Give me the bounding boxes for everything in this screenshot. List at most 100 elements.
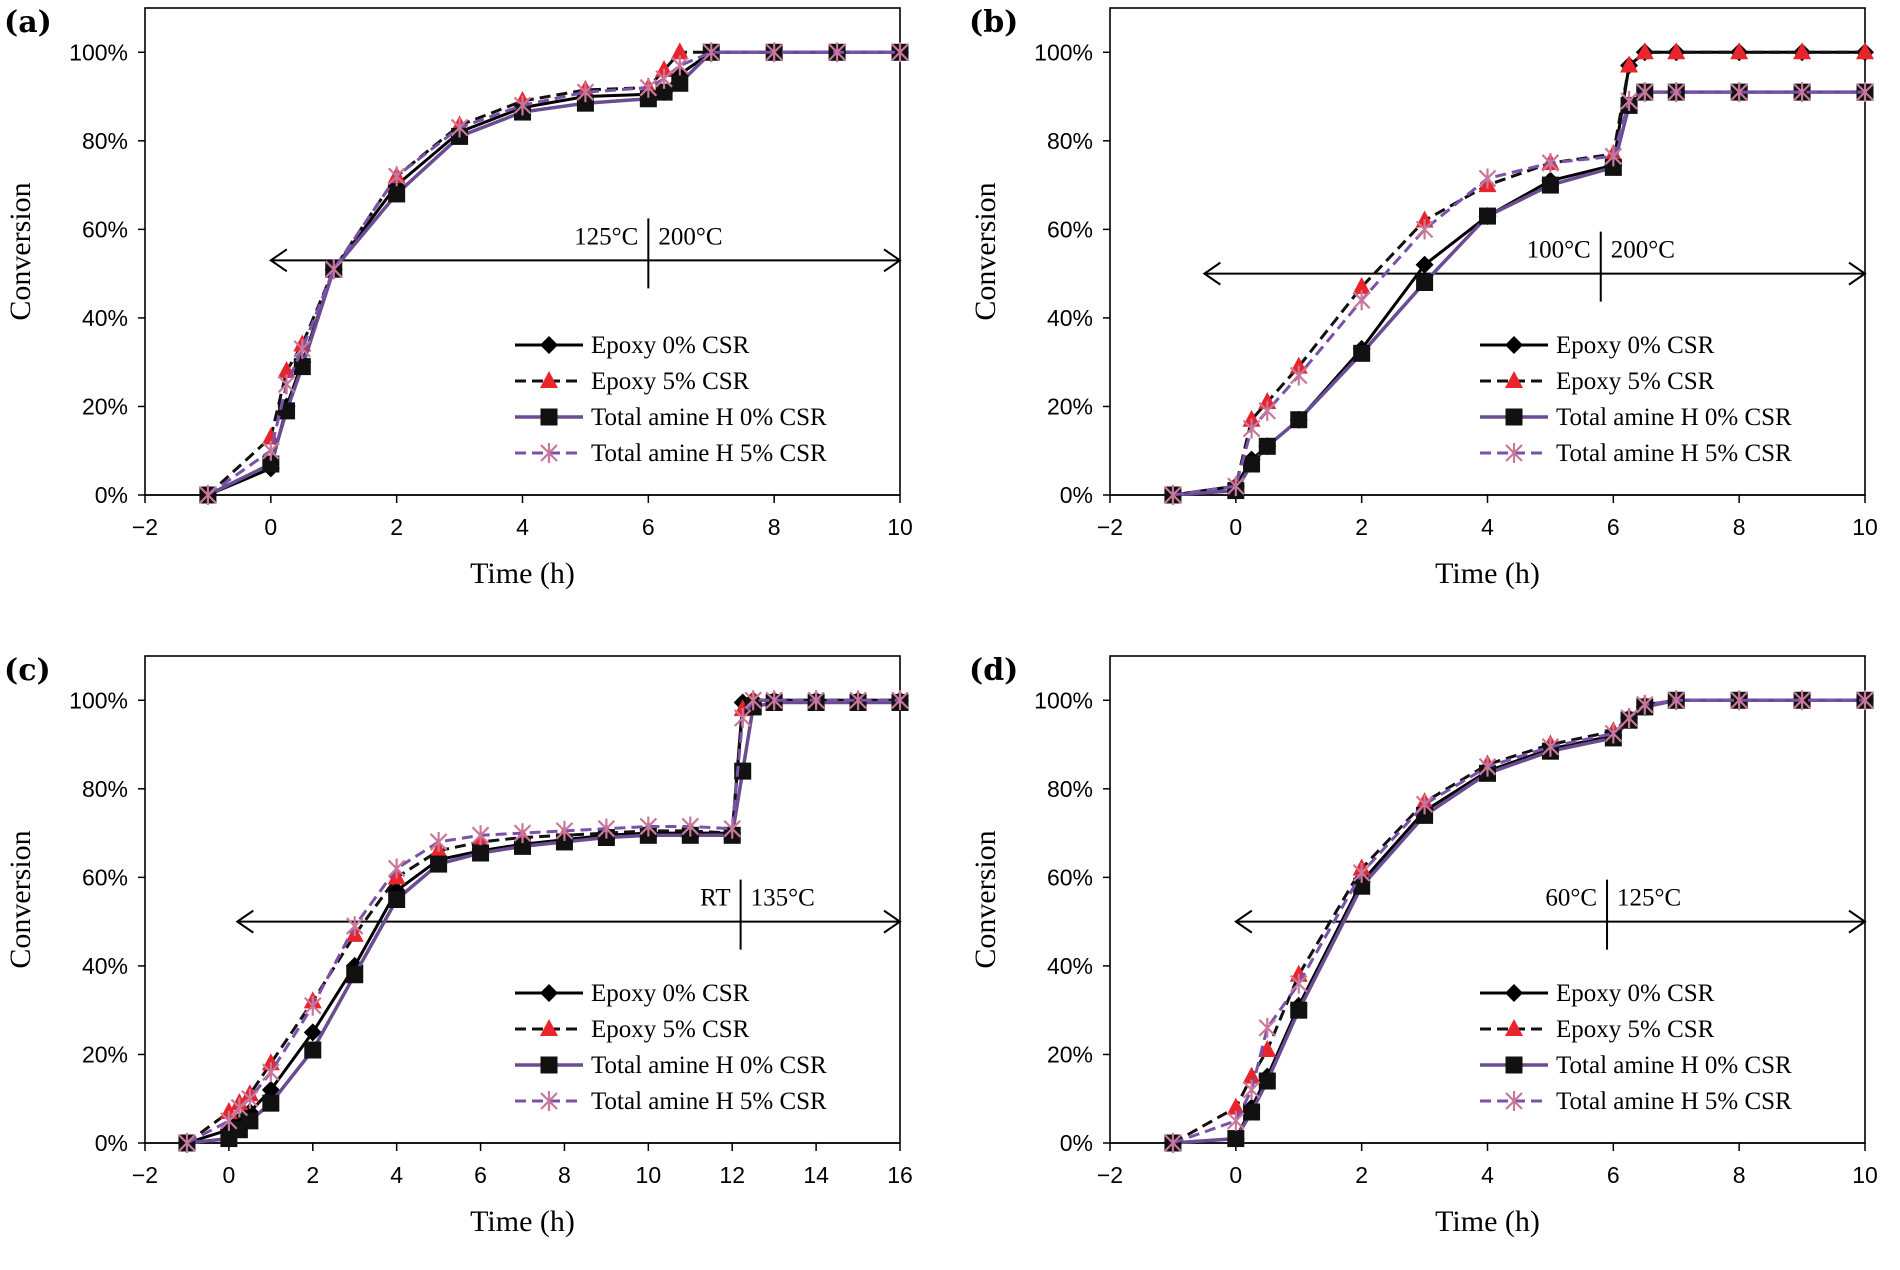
y-tick-label: 40%: [1047, 305, 1093, 331]
data-point: [1415, 794, 1434, 815]
x-tick-label: 8: [558, 1162, 571, 1188]
legend-item: Epoxy 0% CSR: [515, 980, 750, 1007]
data-point: [1290, 1001, 1308, 1019]
series-line: [186, 700, 900, 1145]
data-point: [387, 858, 406, 879]
x-tick-label: 6: [474, 1162, 487, 1188]
data-point: [807, 690, 825, 711]
x-tick-label: 2: [1355, 1162, 1368, 1188]
x-tick-label: 0: [264, 514, 277, 540]
x-tick-label: 10: [1852, 1162, 1878, 1188]
data-point: [1290, 411, 1308, 429]
chart-panel-c: −2 0 2 4 6 8 10 12 14 16 0% 20% 40% 60% 80% 100% Time (h…: [0, 648, 950, 1270]
y-tick-label: 80%: [82, 128, 128, 154]
region-label-postcure: 200°C: [1611, 237, 1675, 264]
data-point: [304, 995, 322, 1016]
data-point: [1242, 409, 1261, 427]
data-point: [733, 707, 752, 728]
data-point: [1353, 877, 1371, 895]
data-point: [199, 485, 217, 505]
data-point: [1636, 694, 1654, 715]
legend-label: Total amine H 5% CSR: [1556, 1088, 1792, 1115]
y-tick-label: 80%: [1047, 776, 1093, 802]
series-line: [1172, 698, 1865, 1145]
series-line: [1172, 90, 1865, 497]
chart-svg: −2 0 2 4 6 8 100%20%40%60%80%100%Time (h)Conve…: [4, 5, 913, 590]
data-point: [1793, 42, 1812, 60]
legend-marker: [1505, 443, 1523, 463]
chart-panel-b: −2 0 2 4 6 8 10 0% 20% 40% 60% 80% 100% Time (h) Conve…: [965, 0, 1900, 622]
data-point: [277, 374, 296, 395]
figure: −2 0 2 4 6 8 10 0% 20% 40% 60% 80% 100% Time (h) Conve…: [4, 0, 1900, 1238]
data-point: [1541, 152, 1560, 173]
data-point: [262, 440, 280, 461]
data-point: [1352, 290, 1371, 311]
data-point: [891, 690, 909, 711]
data-point: [262, 455, 280, 473]
data-point: [1242, 418, 1261, 439]
series-epoxy5: [1163, 42, 1874, 502]
legend-marker: [1505, 1091, 1523, 1111]
x-tick-label: 8: [768, 514, 781, 540]
data-point: [555, 833, 573, 851]
data-point: [1730, 82, 1748, 103]
data-point: [639, 816, 658, 837]
data-point: [1604, 146, 1623, 167]
legend-label: Epoxy 5% CSR: [591, 1016, 750, 1043]
x-tick-label: 0: [1229, 1162, 1242, 1188]
data-point: [1620, 90, 1638, 111]
data-point: [1227, 1130, 1245, 1148]
x-tick-label: 14: [803, 1162, 829, 1188]
chart-svg: −2 0 2 4 6 8 10 12 14 16 0% 20% 40% 60% 80% 100% Time (h…: [4, 653, 913, 1238]
legend-label: Epoxy 5% CSR: [1556, 368, 1715, 395]
legend-marker: [540, 336, 558, 354]
data-point: [513, 823, 532, 844]
data-point: [597, 818, 616, 839]
y-tick-label: 20%: [82, 1041, 128, 1067]
y-tick-label: 0%: [95, 1130, 128, 1156]
data-point: [293, 338, 312, 359]
legend: Epoxy 0% CSR Epoxy 5% CSR Total amine H 0%…: [515, 980, 827, 1115]
legend-label: Epoxy 0% CSR: [591, 332, 750, 359]
data-point: [576, 94, 594, 112]
data-point: [655, 59, 674, 77]
legend-marker: [540, 1091, 558, 1111]
x-tick-label: 6: [1607, 1162, 1620, 1188]
data-point: [655, 68, 673, 89]
data-point: [1242, 1066, 1261, 1084]
y-tick-label: 40%: [82, 953, 128, 979]
panel-label: (c): [4, 653, 51, 688]
y-axis-title: Conversion: [4, 830, 37, 968]
series-line: [1172, 90, 1865, 497]
series-epoxy5: [198, 42, 909, 502]
legend-label: Total amine H 0% CSR: [591, 1052, 827, 1079]
y-tick-label: 20%: [1047, 393, 1093, 419]
legend-label: Epoxy 0% CSR: [1556, 980, 1715, 1007]
data-point: [1856, 82, 1874, 103]
data-point: [1289, 973, 1308, 994]
y-tick-label: 80%: [1047, 128, 1093, 154]
x-tick-label: −2: [1097, 514, 1123, 540]
x-axis-title: Time (h): [470, 1205, 575, 1238]
data-point: [681, 816, 700, 837]
data-point: [1479, 207, 1496, 225]
y-tick-label: 40%: [82, 305, 128, 331]
x-tick-label: 2: [390, 514, 403, 540]
data-point: [429, 831, 448, 852]
data-point: [1478, 756, 1497, 777]
legend-item: Total amine H 0% CSR: [1480, 404, 1792, 431]
data-point: [1353, 344, 1371, 362]
x-tick-label: 10: [636, 1162, 662, 1188]
data-point: [1667, 82, 1686, 103]
data-point: [744, 690, 762, 711]
data-point: [262, 1062, 280, 1083]
data-point: [345, 916, 364, 937]
data-point: [1289, 365, 1308, 386]
x-tick-label: 12: [719, 1162, 745, 1188]
data-point: [241, 1112, 259, 1130]
x-tick-label: 10: [887, 514, 913, 540]
temperature-arrow: [235, 909, 902, 934]
data-point: [849, 690, 867, 711]
data-point: [178, 1133, 196, 1153]
legend: Epoxy 0% CSR Epoxy 5% CSR Total amine H 0%…: [515, 332, 827, 467]
